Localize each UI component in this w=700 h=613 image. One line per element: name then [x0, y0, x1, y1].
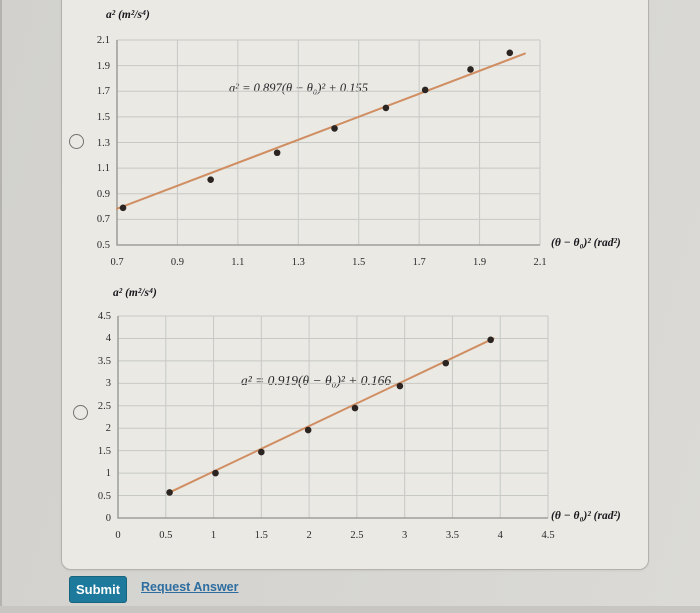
chart-b-canvas	[117, 315, 549, 519]
chart-b-x-tick-label: 2.5	[350, 530, 364, 541]
request-answer-link[interactable]: Request Answer	[141, 580, 239, 594]
chart-b-x-tick-label: 0	[115, 530, 121, 541]
chart-a-data-point	[207, 176, 214, 183]
option-a-radio[interactable]	[69, 134, 84, 149]
chart-a-x-tick-label: 2.1	[533, 257, 547, 268]
chart-a-y-tick-label: 0.9	[96, 188, 110, 200]
chart-b-data-point	[258, 448, 265, 456]
chart-b-y-tick-label: 2	[105, 423, 111, 435]
chart-b-data-point	[166, 489, 173, 496]
chart-b-x-tick-label: 1.5	[254, 530, 268, 541]
axis-lines	[117, 316, 548, 519]
chart-a-x-tick-label: 1.3	[291, 257, 305, 268]
chart-b-data-point	[304, 426, 312, 434]
chart-a-data-point	[382, 104, 390, 112]
axis-lines	[116, 40, 540, 246]
chart-a-x-tick-label: 0.9	[170, 257, 184, 268]
chart-a-y-axis-title: a² (m²/s⁴)	[106, 9, 150, 21]
chart-b-y-tick-label: 0.5	[97, 490, 111, 502]
chart-a-x-tick-label: 1.9	[473, 257, 487, 268]
chart-a-x-tick-label: 1.7	[412, 257, 426, 268]
chart-b-x-tick-label: 3.5	[445, 530, 459, 541]
chart-a-data-point	[119, 204, 127, 212]
chart-a-x-tick-label: 1.5	[352, 257, 366, 268]
chart-a-x-tick-label: 1.1	[231, 257, 245, 268]
chart-a-canvas	[116, 39, 541, 246]
chart-b-data-point	[442, 359, 450, 367]
chart-b-x-tick-label: 3	[402, 530, 408, 541]
chart-a-y-tick-label: 1.3	[96, 137, 110, 149]
chart-b-data-point	[212, 469, 219, 477]
chart-a-y-tick-label: 0.5	[96, 240, 110, 251]
chart-b-data-point	[351, 404, 359, 412]
chart-b-x-tick-label: 1	[210, 530, 217, 541]
chart-a-y-tick-label: 1.1	[96, 163, 110, 175]
chart-a-y-tick-label: 1.7	[96, 86, 110, 98]
chart-a-trendline	[116, 52, 526, 210]
chart-b-x-tick-label: 4.5	[541, 530, 555, 541]
chart-b-y-tick-label: 1.5	[97, 445, 111, 457]
chart-b-trendline	[166, 337, 495, 495]
chart-b-y-tick-label: 0	[105, 513, 111, 524]
chart-b-x-tick-label: 4	[497, 530, 503, 541]
chart-b-y-tick-label: 1	[105, 468, 111, 480]
chart-b-data-point	[396, 382, 404, 390]
chart-b-y-tick-label: 4.5	[97, 311, 111, 322]
chart-a-data-point	[506, 49, 514, 57]
screen-left-edge	[0, 0, 2, 613]
chart-a-x-axis-title: (θ − θ₀)² (rad²)	[551, 237, 621, 249]
question-panel	[61, 0, 649, 570]
chart-b-data-point	[487, 336, 494, 344]
chart-a-y-tick-label: 2.1	[96, 35, 110, 46]
submit-button[interactable]: Submit	[69, 576, 127, 603]
chart-b-y-tick-label: 3	[105, 378, 111, 390]
chart-a-y-tick-label: 0.7	[96, 214, 110, 226]
chart-b-y-tick-label: 4	[105, 333, 111, 345]
chart-a-y-tick-label: 1.5	[96, 111, 110, 123]
chart-b-y-tick-label: 2.5	[97, 400, 111, 412]
chart-b-x-tick-label: 2	[306, 530, 312, 541]
chart-a-data-point	[467, 66, 474, 73]
chart-b-fit-equation: a² = 0.919(θ − θ₀)² + 0.166	[241, 373, 392, 388]
chart-b-y-axis-title: a² (m²/s⁴)	[113, 287, 157, 299]
option-b-radio[interactable]	[73, 405, 88, 420]
chart-b-y-tick-label: 3.5	[97, 355, 111, 367]
chart-a-x-tick-label: 0.7	[110, 257, 124, 268]
chart-a-data-point	[273, 149, 281, 157]
screen-bottom-edge	[0, 606, 700, 613]
chart-a-y-tick-label: 1.9	[96, 60, 110, 72]
chart-b-x-tick-label: 0.5	[159, 530, 173, 541]
chart-a-data-point	[421, 86, 429, 94]
chart-b-x-axis-title: (θ − θ₀)² (rad²)	[551, 510, 621, 522]
chart-a-data-point	[331, 125, 338, 132]
